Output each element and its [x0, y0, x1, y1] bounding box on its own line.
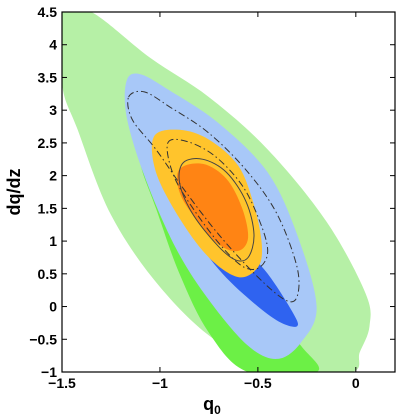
contour-line-dashdot-outer: [127, 90, 300, 303]
plot-frame: [61, 11, 396, 373]
contour-line-dashdot-inner: [166, 138, 269, 271]
y-tick-labels: −1 −0.5 0 0.5 1 1.5 2 2.5 3 3.5 4 4.5: [29, 4, 57, 380]
x-tick-label: −1.5: [48, 375, 76, 391]
y-tick-label: 1: [49, 233, 57, 249]
contour-lines: [127, 90, 300, 303]
x-axis-label-subscript: 0: [214, 403, 221, 417]
x-tick-label: −0.5: [244, 375, 272, 391]
axis-ticks: [61, 11, 395, 373]
y-axis-label: dq/dz: [4, 169, 24, 216]
y-tick-label: 0: [49, 299, 57, 315]
y-tick-label: −1: [41, 364, 57, 380]
y-tick-label: 2.5: [38, 135, 58, 151]
contour-line-solid-thin: [178, 158, 255, 262]
x-axis-label-main: q: [203, 394, 214, 414]
y-tick-label: 2: [49, 168, 57, 184]
y-tick-label: 3.5: [38, 69, 58, 85]
y-tick-label: 0.5: [38, 266, 58, 282]
y-tick-label: 1.5: [38, 200, 58, 216]
x-tick-label: 0: [352, 375, 360, 391]
x-tick-labels: −1.5 −1 −0.5 0: [48, 375, 360, 391]
x-axis-label: q0: [203, 394, 221, 417]
y-tick-label: −0.5: [29, 331, 57, 347]
region-orange: [177, 163, 249, 252]
y-tick-label: 4: [49, 37, 57, 53]
x-tick-label: −1: [152, 375, 168, 391]
y-tick-label: 3: [49, 102, 57, 118]
y-tick-label: 4.5: [38, 4, 58, 20]
